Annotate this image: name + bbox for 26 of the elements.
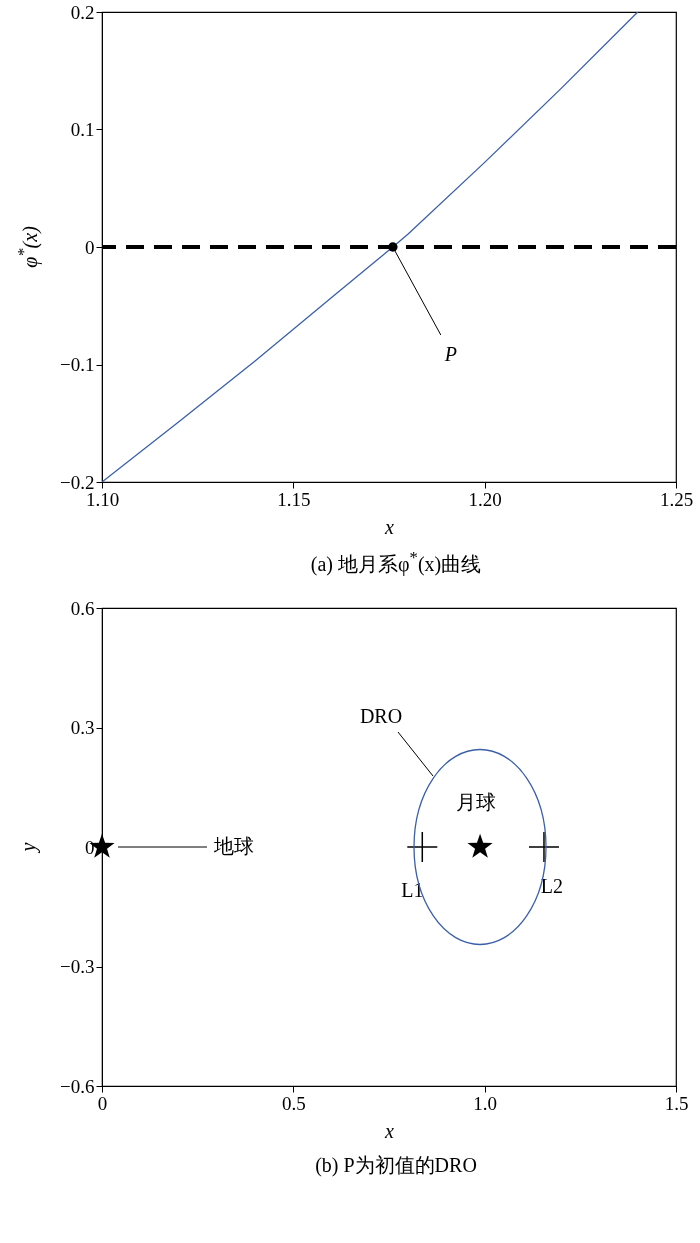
y-tick-label: −0.1 xyxy=(60,354,95,375)
text: (b) P为初值的DRO xyxy=(314,1152,478,1179)
y-axis-title: y xyxy=(16,842,40,852)
x-tick-label: 1.0 xyxy=(473,1092,498,1114)
series-label: L2 xyxy=(540,874,564,897)
x-tick-label: 1.25 xyxy=(659,488,694,510)
y-tick-label: −0.6 xyxy=(60,1075,95,1097)
x-tick-label: 0.5 xyxy=(281,1092,306,1114)
annotation: DRO xyxy=(359,704,403,728)
y-tick-label: 0 xyxy=(85,836,95,858)
x-axis-title: x xyxy=(384,1119,395,1142)
x-tick-label: 1.15 xyxy=(277,488,311,510)
annotation: P xyxy=(443,343,457,365)
x-tick-label: 1.20 xyxy=(468,488,502,510)
y-tick-label: 0.6 xyxy=(70,597,95,619)
series-label: 月球 xyxy=(456,790,497,813)
y-tick-label: 0 xyxy=(85,236,95,258)
legend-label: 地球 xyxy=(213,834,254,857)
text: (a) 地月系φ$^{*}$(x)曲线 xyxy=(309,548,483,578)
y-tick-label: 0.2 xyxy=(70,1,95,23)
y-tick-label: 0.3 xyxy=(70,716,95,738)
x-tick-label: 1.5 xyxy=(664,1092,689,1114)
x-axis-title: x xyxy=(384,515,395,538)
series-label: L1 xyxy=(401,878,424,901)
y-tick-label: −0.3 xyxy=(60,955,95,977)
y-tick-label: 0.1 xyxy=(70,119,95,140)
